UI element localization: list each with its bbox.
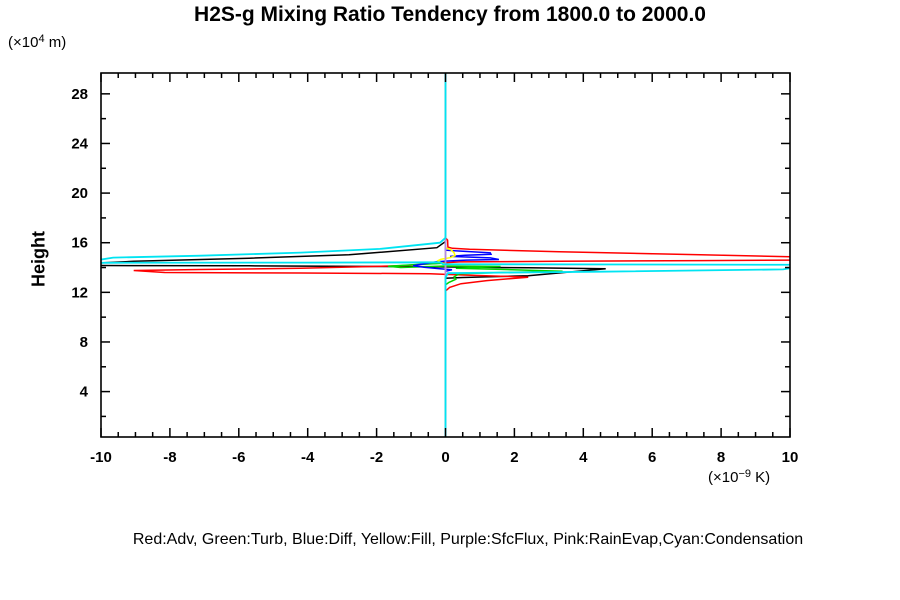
x-unit-prefix: (×10 <box>708 469 739 486</box>
series-diff <box>412 73 500 437</box>
y-tick-label: 12 <box>71 284 88 301</box>
x-tick-label: 6 <box>648 449 656 466</box>
x-tick-label: -2 <box>370 449 383 466</box>
x-tick-label: 2 <box>510 449 518 466</box>
x-tick-label: -4 <box>301 449 315 466</box>
x-axis-unit-label: (×10−9 K) <box>708 468 771 486</box>
x-tick-label: 10 <box>782 449 799 466</box>
y-tick-label: 4 <box>80 384 89 401</box>
legend-text: Red:Adv, Green:Turb, Blue:Diff, Yellow:F… <box>132 531 804 548</box>
x-unit-suffix: K) <box>751 469 771 486</box>
y-unit-exponent: 4 <box>38 33 45 45</box>
y-tick-label: 24 <box>71 135 88 152</box>
y-tick-label: 16 <box>71 235 88 252</box>
x-tick-label: -8 <box>163 449 176 466</box>
x-unit-exponent: −9 <box>738 468 751 480</box>
y-axis-unit-label: (×104 m) <box>8 33 67 51</box>
x-tick-label: -6 <box>232 449 245 466</box>
series-fill <box>436 73 457 437</box>
series-condensation <box>101 73 790 437</box>
chart-title: H2S-g Mixing Ratio Tendency from 1800.0 … <box>194 3 706 26</box>
series-total <box>101 73 606 437</box>
x-tick-label: 4 <box>579 449 588 466</box>
x-tick-label: 0 <box>441 449 449 466</box>
y-unit-prefix: (×10 <box>8 34 39 51</box>
y-tick-label: 20 <box>71 185 88 202</box>
y-tick-label: 28 <box>71 86 88 103</box>
x-tick-label: 8 <box>717 449 725 466</box>
series-turb <box>387 73 563 437</box>
y-tick-label: 8 <box>80 334 88 351</box>
x-tick-label: -10 <box>90 449 112 466</box>
y-unit-suffix: m) <box>44 34 67 51</box>
